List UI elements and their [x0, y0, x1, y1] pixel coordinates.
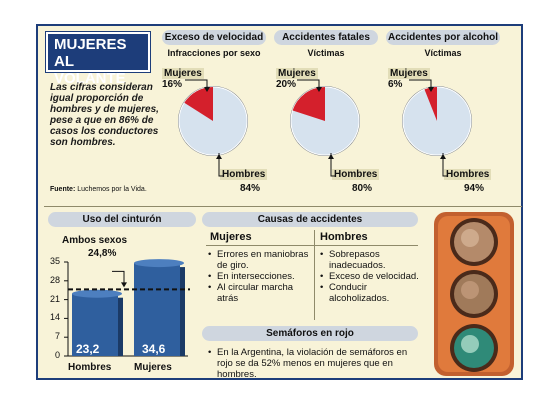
pie-2-mujeres-label: Mujeres [276, 68, 318, 79]
causes-mujeres-item: Errores en maniobras de giro. [208, 249, 312, 271]
semaforos-list: En la Argentina, la violación de semáfor… [208, 347, 422, 380]
pie-3-mujeres: Mujeres 6% [388, 68, 430, 90]
pie-3-mujeres-arrowhead [428, 87, 434, 92]
pie-3-hombres-arrowhead [440, 154, 446, 159]
causes-hombres-item: Sobrepasos inadecuados. [320, 249, 420, 271]
section-divider [44, 206, 522, 207]
belt-tick-label: 7 [54, 331, 60, 342]
pie-3-hombres-label: Hombres [444, 169, 492, 180]
pie-2-mujeres-pointer [297, 79, 320, 88]
pie-3-slice-mujeres [424, 87, 437, 121]
lamp-3-glare [461, 335, 479, 353]
bar-mujeres-name: Mujeres [134, 362, 172, 373]
pie-2-mujeres: Mujeres 20% [276, 68, 318, 90]
bar-hombres [72, 293, 118, 356]
belt-tick-label: 0 [54, 350, 60, 360]
pie-3-hombres: Hombres [444, 169, 492, 180]
pie-2-hombres-label: Hombres [332, 169, 380, 180]
page-title: MUJERES AL VOLANTE [45, 31, 151, 87]
causes-hombres-item: Exceso de velocidad. [320, 271, 420, 282]
causes-mujeres-list: Errores en maniobras de giro.En intersec… [208, 249, 312, 304]
bar-hombres-cap [72, 289, 122, 298]
pie-1-hombres-value: 84% [240, 183, 261, 194]
lamp-2-glare [461, 281, 479, 299]
belt-average-pointer [112, 270, 125, 287]
pie-1-hombres: Hombres [220, 169, 268, 180]
pie-1-mujeres-arrowhead [204, 87, 210, 92]
causes-column-rule [314, 230, 315, 320]
source-note: Fuente: Luchemos por la Vida. [50, 186, 147, 193]
title-line-1: MUJERES AL [54, 36, 127, 70]
causes-hombres-head: Hombres [320, 231, 368, 243]
pie-3-hombres-value: 94% [464, 183, 485, 194]
belt-tick-label: 14 [49, 312, 60, 323]
pie-1-hombres-label: Hombres [220, 169, 268, 180]
graphics-layer [64, 79, 514, 376]
pie-1-mujeres-pointer [185, 79, 208, 88]
pie-2-hombres-value: 80% [352, 183, 373, 194]
belt-title: Uso del cinturón [48, 212, 196, 227]
semaforos-title: Semáforos en rojo [202, 326, 418, 341]
lamp-1-glare [461, 229, 479, 247]
pie-2-title: Accidentes fatales [274, 30, 378, 45]
belt-tick-label: 35 [49, 256, 60, 266]
belt-tick-label: 21 [49, 293, 60, 304]
causes-hombres-list: Sobrepasos inadecuados.Exceso de velocid… [320, 249, 420, 304]
causes-mujeres-head: Mujeres [210, 231, 252, 243]
pie-1-mujeres-value: 16% [162, 79, 183, 90]
belt-average-label: 24,8% [88, 248, 117, 259]
belt-average-arrowhead [121, 282, 127, 288]
pie-1-title: Exceso de velocidad [162, 30, 266, 45]
pie-2-hombres-arrowhead [328, 154, 334, 159]
pie-2-subtitle: Víctimas [307, 48, 345, 58]
belt-bar-chart [64, 259, 190, 357]
pie-2-mujeres-value: 20% [276, 79, 297, 90]
pie-1-hombres-arrowhead [216, 154, 222, 159]
pie-3-mujeres-pointer [409, 79, 432, 88]
pie-3-hombres-pointer [442, 153, 447, 177]
bar-mujeres-value: 34,6 [142, 342, 166, 356]
title-line-2: VOLANTE [54, 70, 126, 87]
causes-title: Causas de accidentes [202, 212, 418, 227]
semaforos-text: En la Argentina, la violación de semáfor… [208, 347, 422, 380]
bar-mujeres-cap [134, 259, 184, 268]
bar-hombres-name: Hombres [68, 362, 112, 373]
pie-2-hombres-pointer [330, 153, 335, 177]
pie-3-subtitle: Víctimas [424, 48, 462, 58]
belt-tick-label: 28 [49, 274, 60, 285]
bar-mujeres-shade [180, 267, 185, 356]
causes-head-rule [206, 245, 418, 246]
pie-1-mujeres-label: Mujeres [162, 68, 204, 79]
causes-hombres-item: Conducir alcoholizados. [320, 282, 420, 304]
pie-3-mujeres-label: Mujeres [388, 68, 430, 79]
pie-1-hombres-pointer [218, 153, 223, 177]
pie-2-mujeres-arrowhead [316, 87, 322, 92]
traffic-light-illustration [434, 212, 514, 376]
bar-mujeres [134, 263, 180, 356]
bar-hombres-value: 23,2 [76, 342, 100, 356]
pie-charts [178, 79, 472, 177]
intro-text: Las cifras consideran igual proporción d… [50, 82, 159, 148]
pie-1-mujeres: Mujeres 16% [162, 68, 204, 90]
bar-hombres-shade [118, 297, 123, 356]
causes-mujeres-item: En intersecciones. [208, 271, 312, 282]
infographic-panel: MUJERES AL VOLANTE Las cifras consideran… [36, 24, 523, 380]
pie-3-mujeres-value: 6% [388, 79, 403, 90]
pie-3-title: Accidentes por alcohol [386, 30, 500, 45]
source-label: Fuente: [50, 186, 76, 193]
pie-2-slice-mujeres [292, 87, 325, 121]
pie-2-hombres: Hombres [332, 169, 380, 180]
pie-1-subtitle: Infracciones por sexo [167, 48, 261, 58]
causes-mujeres-item: Al circular marcha atrás [208, 282, 312, 304]
belt-group-label: Ambos sexos [62, 235, 128, 246]
pie-1-slice-mujeres [184, 87, 213, 121]
source-text: Luchemos por la Vida. [77, 186, 147, 193]
